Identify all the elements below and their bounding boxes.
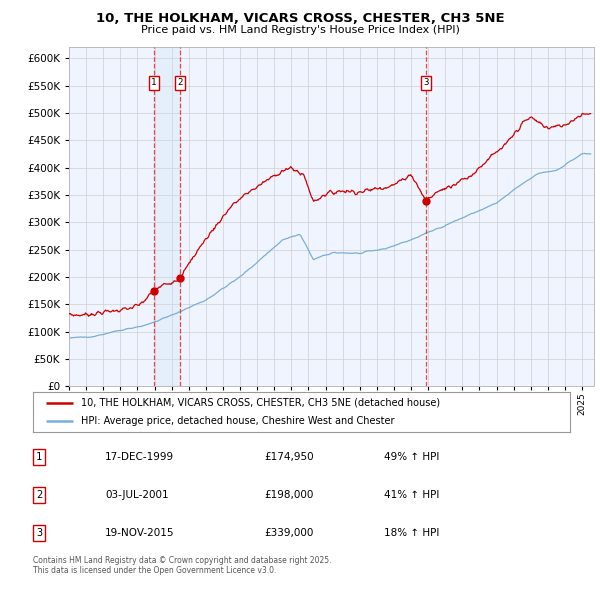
Text: 10, THE HOLKHAM, VICARS CROSS, CHESTER, CH3 5NE: 10, THE HOLKHAM, VICARS CROSS, CHESTER, …: [95, 12, 505, 25]
Text: 1: 1: [36, 452, 42, 462]
Text: 10, THE HOLKHAM, VICARS CROSS, CHESTER, CH3 5NE (detached house): 10, THE HOLKHAM, VICARS CROSS, CHESTER, …: [82, 398, 440, 408]
Text: Contains HM Land Registry data © Crown copyright and database right 2025.
This d: Contains HM Land Registry data © Crown c…: [33, 556, 331, 575]
Text: 2: 2: [36, 490, 42, 500]
Bar: [154, 47, 180, 386]
Text: 1: 1: [151, 78, 157, 87]
Text: 3: 3: [424, 78, 429, 87]
Text: 17-DEC-1999: 17-DEC-1999: [105, 452, 174, 462]
Text: 41% ↑ HPI: 41% ↑ HPI: [384, 490, 439, 500]
Text: £174,950: £174,950: [264, 452, 314, 462]
Text: Price paid vs. HM Land Registry's House Price Index (HPI): Price paid vs. HM Land Registry's House …: [140, 25, 460, 35]
Text: 49% ↑ HPI: 49% ↑ HPI: [384, 452, 439, 462]
Text: 19-NOV-2015: 19-NOV-2015: [105, 527, 175, 537]
Text: 18% ↑ HPI: 18% ↑ HPI: [384, 527, 439, 537]
Text: 03-JUL-2001: 03-JUL-2001: [105, 490, 169, 500]
Text: 3: 3: [36, 527, 42, 537]
Text: £339,000: £339,000: [264, 527, 313, 537]
Text: £198,000: £198,000: [264, 490, 313, 500]
Text: 2: 2: [178, 78, 183, 87]
Text: HPI: Average price, detached house, Cheshire West and Chester: HPI: Average price, detached house, Ches…: [82, 416, 395, 426]
